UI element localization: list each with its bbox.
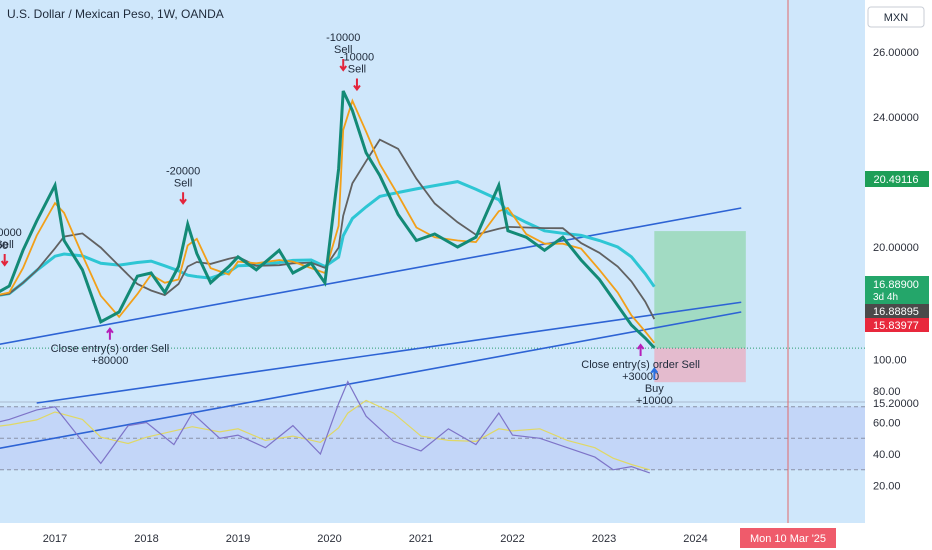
bar-countdown: 3d 4h — [873, 292, 898, 303]
currency-button[interactable]: MXN — [867, 6, 925, 28]
strategy-annotations: -10000Sell-10000Sell-20000Sell-10000Sell… — [0, 32, 700, 407]
stop-zone — [654, 348, 746, 383]
price-line — [0, 90, 656, 349]
time-tick-label: 2024 — [683, 533, 707, 545]
time-tick-label: 2017 — [43, 533, 67, 545]
last-price-value: 20.49116 — [873, 174, 918, 186]
trendline-3[interactable] — [0, 311, 742, 458]
sell-order-label: Sell — [334, 44, 352, 56]
level-label-3-value: 15.83977 — [873, 320, 919, 332]
sell-arrow-icon — [353, 78, 361, 92]
time-tick-label: 2020 — [317, 533, 341, 545]
sell-arrow-icon — [339, 59, 348, 72]
buy-arrow-icon — [650, 367, 659, 380]
time-tick-label: 2019 — [226, 533, 250, 545]
rsi-tick-label: 20.00 — [873, 481, 901, 493]
rsi-band — [0, 401, 865, 471]
trendlines[interactable] — [0, 207, 742, 458]
sell-order-label: Sell — [348, 64, 366, 76]
price-series — [0, 90, 656, 349]
close-order-label: Close entry(s) order Sell — [51, 343, 170, 355]
price-scale-background — [865, 0, 932, 550]
time-tick-label: 2018 — [134, 533, 158, 545]
close-arrow-icon — [106, 327, 114, 340]
buy-order-label: +10000 — [636, 395, 673, 407]
rsi-tick-label: 60.00 — [873, 418, 901, 430]
time-tick-label: 2021 — [409, 533, 433, 545]
rsi-line — [0, 380, 650, 474]
buy-order-label: Buy — [645, 383, 664, 395]
level-label-3: 15.83977 — [865, 318, 929, 332]
level-label-2: 16.88895 — [865, 304, 929, 318]
cursor-date-label: Mon 10 Mar '25 — [740, 528, 836, 548]
sell-arrow-icon — [179, 192, 187, 205]
cursor-date-text: Mon 10 Mar '25 — [750, 533, 826, 545]
price-tick-label: 26.00000 — [873, 47, 919, 59]
sell-arrow-icon — [0, 254, 9, 267]
close-order-label: +80000 — [91, 355, 128, 367]
current-price-value: 16.88900 — [873, 279, 919, 291]
close-order-label: Close entry(s) order Sell — [581, 359, 700, 371]
price-tick-label: 24.00000 — [873, 112, 919, 124]
rsi-tick-label: 100.00 — [873, 355, 907, 367]
level-label-2-value: 16.88895 — [873, 306, 919, 318]
rsi-tick-label: 40.00 — [873, 449, 901, 461]
price-tick-label: 20.00000 — [873, 242, 919, 254]
last-price-label: 20.49116 — [865, 171, 929, 187]
rsi-signal-line — [0, 399, 650, 471]
sell-order-label: Sell — [174, 177, 192, 189]
sell-order-label: Sell — [0, 239, 14, 251]
price-tick-label: 15.20000 — [873, 398, 919, 410]
rsi-tick-label: 80.00 — [873, 386, 901, 398]
time-tick-label: 2023 — [592, 533, 616, 545]
time-tick-label: 2022 — [500, 533, 524, 545]
close-order-label: +30000 — [622, 371, 659, 383]
sell-order-label: -10000 — [340, 52, 374, 64]
sell-order-label: -20000 — [166, 165, 200, 177]
sell-order-label: -10000 — [0, 240, 8, 252]
trendline-2[interactable] — [36, 301, 742, 404]
currency-button-label: MXN — [884, 12, 909, 24]
target-zone — [654, 231, 746, 349]
sell-order-label: -10000 — [0, 227, 22, 239]
chart-title: U.S. Dollar / Mexican Peso, 1W, OANDA — [7, 7, 224, 21]
rsi-series — [0, 380, 650, 474]
sell-order-label: -10000 — [326, 32, 360, 44]
time-axis[interactable]: 20172018201920202021202220232024202 — [43, 533, 796, 545]
trendline-1[interactable] — [0, 207, 742, 354]
rsi-axis[interactable]: 100.00 80.00 60.00 40.00 20.00 — [873, 355, 907, 493]
current-price-label: 16.88900 3d 4h — [865, 276, 929, 304]
ema-fast-line — [0, 98, 656, 344]
close-arrow-icon — [636, 343, 645, 356]
position-zones — [0, 231, 865, 383]
